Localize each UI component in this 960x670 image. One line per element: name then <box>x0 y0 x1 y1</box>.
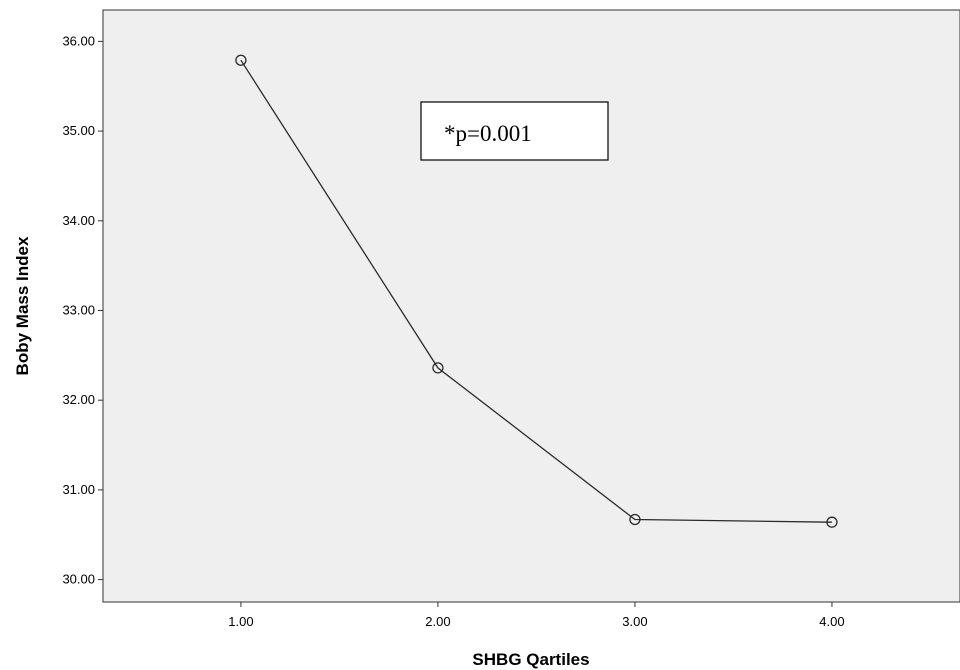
y-tick-label: 31.00 <box>62 482 95 497</box>
series-line <box>240 59 832 523</box>
data-point <box>235 54 247 66</box>
series-layer <box>235 54 838 528</box>
data-point <box>629 513 641 526</box>
y-axis-title: Boby Mass Index <box>13 236 32 375</box>
plot-area <box>102 9 960 603</box>
y-tick-label: 34.00 <box>62 213 95 228</box>
data-point <box>826 516 838 528</box>
y-tick-label: 35.00 <box>62 123 95 138</box>
x-tick-label: 4.00 <box>819 614 844 629</box>
y-tick-label: 30.00 <box>62 572 95 587</box>
data-point <box>432 362 444 374</box>
annotation-text: *p=0.001 <box>444 121 532 146</box>
x-tick-label: 3.00 <box>622 614 647 629</box>
y-tick-label: 36.00 <box>62 33 95 48</box>
y-tick-label: 32.00 <box>62 392 95 407</box>
annotation-frame <box>420 101 609 161</box>
x-axis: 1.00 2.00 3.00 4.00 <box>228 602 845 629</box>
y-tick-label: 33.00 <box>62 302 95 317</box>
annotation-box: *p=0.001 <box>420 101 609 161</box>
x-tick-label: 2.00 <box>425 614 450 629</box>
y-axis: 30.00 31.00 32.00 33.00 34.00 35.00 36.00 <box>62 33 103 587</box>
x-tick-label: 1.00 <box>228 614 253 629</box>
x-axis-title: SHBG Qartiles <box>472 650 589 669</box>
